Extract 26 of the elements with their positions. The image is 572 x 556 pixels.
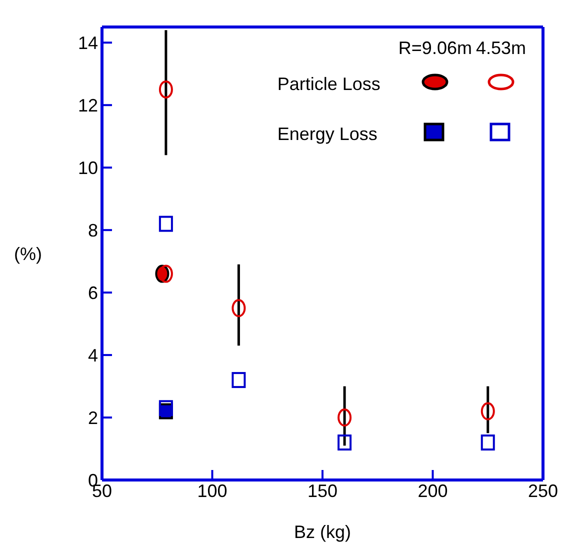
point — [338, 408, 352, 427]
y-tick-label: 8 — [88, 220, 98, 240]
point — [338, 434, 352, 451]
point — [480, 402, 495, 420]
x-tick-label: 100 — [197, 480, 228, 501]
x-tick-label: 200 — [418, 480, 448, 501]
legend-label: Particle Loss — [276, 72, 382, 96]
y-tick-label: 6 — [88, 282, 98, 303]
x-axis-title: Bz (kg) — [294, 522, 352, 542]
y-tick-label: 10 — [78, 158, 98, 178]
y-tick-label: 2 — [88, 408, 98, 428]
x-tick-label: 150 — [307, 480, 338, 501]
y-tick-label: 12 — [78, 95, 98, 116]
point — [158, 216, 173, 232]
y-axis-title: (%) — [14, 244, 42, 264]
point — [480, 434, 495, 451]
point — [232, 372, 246, 388]
annotation: R=9.06m — [397, 38, 473, 59]
y-tick-label: 14 — [78, 33, 98, 54]
point — [158, 80, 173, 98]
y-tick-label: 4 — [88, 345, 98, 366]
annotation: 4.53m — [474, 38, 527, 59]
text: Energy Loss — [276, 122, 378, 146]
point — [158, 400, 173, 416]
point — [232, 299, 246, 318]
x-tick-label: 250 — [528, 480, 558, 501]
